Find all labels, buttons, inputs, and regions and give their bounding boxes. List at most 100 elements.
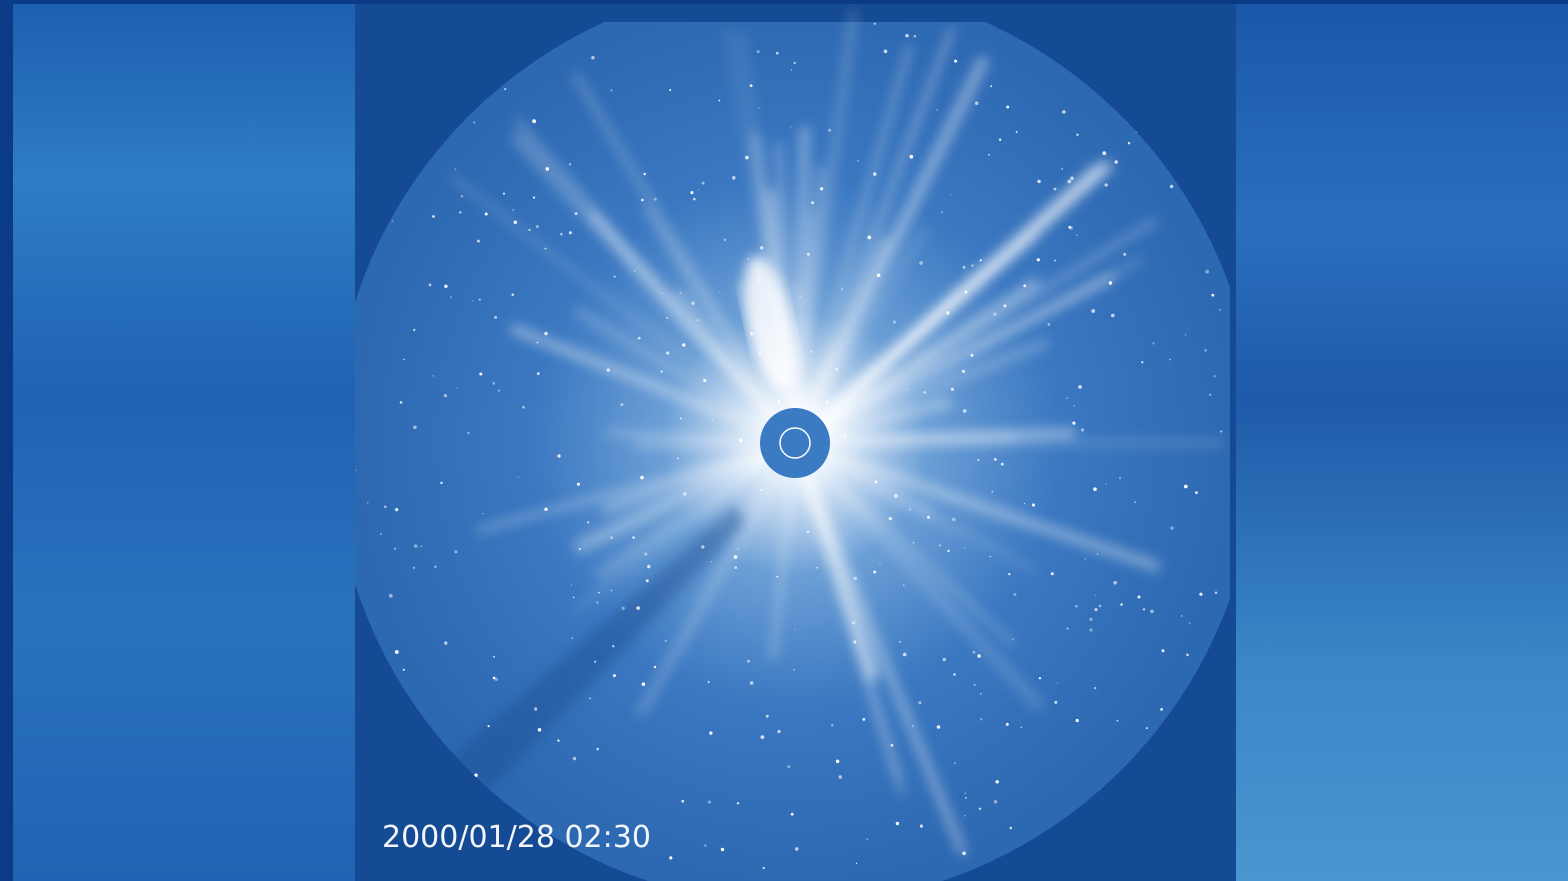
star (1072, 421, 1076, 425)
star (806, 252, 810, 256)
star (760, 735, 765, 739)
star (962, 265, 966, 269)
star (560, 233, 563, 236)
star (653, 665, 657, 669)
star (873, 172, 877, 176)
ray (636, 438, 800, 717)
star (888, 517, 892, 521)
star (1056, 682, 1058, 684)
star (544, 507, 548, 511)
star (756, 50, 760, 54)
star (440, 481, 443, 484)
timestamp: 2000/01/28 02:30 (382, 820, 651, 855)
star (794, 629, 796, 631)
star (669, 89, 672, 91)
ray (790, 427, 1077, 448)
star (835, 449, 837, 452)
star (912, 725, 914, 727)
star (980, 693, 982, 695)
star (841, 288, 843, 290)
star (962, 851, 966, 856)
star (790, 812, 794, 816)
star (873, 570, 877, 574)
star (923, 391, 927, 394)
star (1096, 553, 1099, 555)
star (762, 866, 765, 870)
star (903, 584, 905, 586)
star (745, 155, 749, 160)
star (838, 775, 842, 779)
star (557, 739, 560, 742)
ray (791, 232, 1040, 447)
star (703, 378, 707, 383)
star (596, 747, 600, 751)
star (720, 847, 725, 852)
star (1220, 430, 1223, 433)
star (758, 279, 761, 283)
star (537, 728, 542, 732)
blurred-side-right (1236, 4, 1568, 881)
star (964, 796, 967, 799)
star (394, 547, 396, 550)
star (1188, 622, 1191, 624)
sun-outline (779, 427, 811, 459)
star (568, 231, 572, 235)
star (1183, 484, 1188, 489)
star (947, 549, 950, 553)
cme-bright-region (744, 255, 796, 393)
star (786, 353, 788, 356)
star (977, 654, 981, 658)
dark-streak (445, 504, 745, 794)
star (809, 350, 813, 353)
star (1067, 179, 1072, 184)
star (413, 328, 416, 332)
star (1036, 258, 1040, 262)
star (1137, 595, 1141, 599)
star (1020, 726, 1022, 729)
star (1073, 404, 1075, 407)
star (1093, 487, 1097, 492)
star (641, 198, 644, 202)
star (758, 277, 761, 280)
star (380, 533, 382, 536)
star (1009, 826, 1013, 830)
star (536, 372, 540, 376)
star (544, 247, 547, 250)
star (640, 475, 644, 480)
star (977, 459, 980, 462)
star (704, 844, 707, 847)
star (636, 606, 640, 610)
star (1116, 719, 1119, 722)
ray (792, 440, 902, 783)
star (991, 490, 994, 493)
star (557, 454, 561, 458)
star (1089, 628, 1093, 632)
star (1185, 334, 1187, 336)
star (866, 838, 869, 840)
star (591, 56, 595, 60)
star (454, 168, 457, 171)
star (899, 641, 901, 643)
star (1108, 281, 1113, 285)
star (459, 211, 462, 214)
ray (509, 323, 801, 449)
star (799, 295, 801, 297)
star (383, 505, 387, 509)
star (481, 512, 484, 515)
star (1068, 225, 1072, 229)
star (902, 652, 907, 657)
star (1170, 526, 1174, 530)
star (576, 482, 580, 486)
star (572, 596, 575, 599)
star (701, 181, 705, 185)
star (613, 275, 616, 278)
star (1062, 110, 1066, 114)
star (980, 718, 983, 721)
ray (789, 338, 1050, 449)
star (723, 238, 726, 242)
star (707, 800, 711, 804)
star (927, 515, 930, 519)
star (1098, 604, 1102, 608)
star (473, 121, 476, 124)
star (545, 167, 550, 171)
